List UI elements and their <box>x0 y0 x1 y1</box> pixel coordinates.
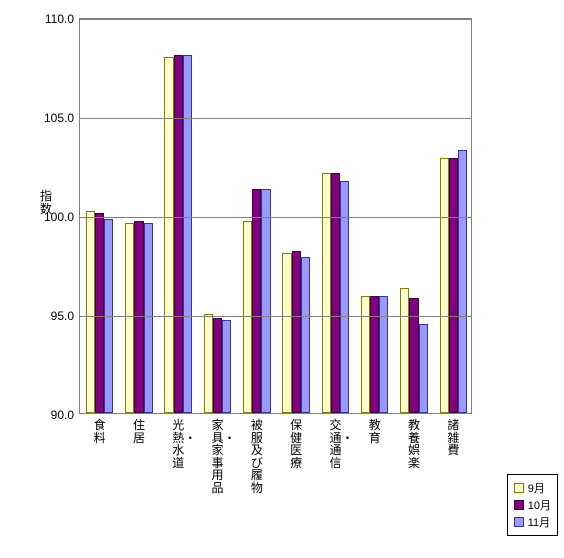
legend-swatch <box>514 517 524 527</box>
bar <box>449 158 458 413</box>
bar <box>222 320 231 413</box>
gridline <box>80 19 471 20</box>
bar <box>379 296 388 413</box>
bar <box>204 314 213 413</box>
y-axis-title: 指 数 <box>40 190 52 216</box>
legend: 9月10月11月 <box>507 474 558 536</box>
x-tick-label: 諸雑費 <box>447 419 459 457</box>
x-tick-label: 住居 <box>133 419 145 444</box>
bar <box>95 213 104 413</box>
x-tick-label: 教育 <box>369 419 381 444</box>
bar <box>174 55 183 413</box>
x-tick-label: 教養娯楽 <box>408 419 420 469</box>
x-tick-label: 交通・通信 <box>329 419 341 469</box>
bar <box>458 150 467 413</box>
bar <box>331 173 340 413</box>
bar <box>213 318 222 413</box>
x-tick-label: 被服及び履物 <box>251 419 263 495</box>
legend-swatch <box>514 500 524 510</box>
bar <box>144 223 153 413</box>
bar <box>400 288 409 413</box>
legend-item: 10月 <box>514 497 551 513</box>
y-tick-label: 110.0 <box>45 12 74 26</box>
bar <box>440 158 449 413</box>
bar <box>86 211 95 413</box>
bar <box>164 57 173 413</box>
plot-area: 90.095.0100.0105.0110.0食料住居光熱・水道家具・家事用品被… <box>79 18 472 414</box>
gridline <box>80 217 471 218</box>
bar <box>322 173 331 413</box>
x-tick-label: 保健医療 <box>290 419 302 469</box>
y-tick-label: 95.0 <box>51 309 74 323</box>
bar <box>252 189 261 413</box>
bars-layer <box>80 19 471 413</box>
bar <box>301 257 310 413</box>
legend-item: 9月 <box>514 480 551 496</box>
x-tick-label: 光熱・水道 <box>172 419 184 469</box>
bar <box>282 253 291 413</box>
bar <box>261 189 270 413</box>
legend-label: 10月 <box>528 497 551 513</box>
y-tick-label: 105.0 <box>44 111 74 125</box>
bar <box>419 324 428 413</box>
x-tick-label: 食料 <box>94 419 106 444</box>
legend-label: 9月 <box>528 480 545 496</box>
legend-swatch <box>514 483 524 493</box>
bar <box>125 223 134 413</box>
gridline <box>80 316 471 317</box>
legend-label: 11月 <box>528 514 550 530</box>
x-tick-label: 家具・家事用品 <box>212 419 224 495</box>
bar <box>370 296 379 413</box>
chart-container: 90.095.0100.0105.0110.0食料住居光熱・水道家具・家事用品被… <box>0 0 564 558</box>
bar <box>361 296 370 413</box>
bar <box>183 55 192 413</box>
legend-item: 11月 <box>514 514 551 530</box>
gridline <box>80 118 471 119</box>
y-tick-label: 90.0 <box>51 408 74 422</box>
bar <box>292 251 301 413</box>
